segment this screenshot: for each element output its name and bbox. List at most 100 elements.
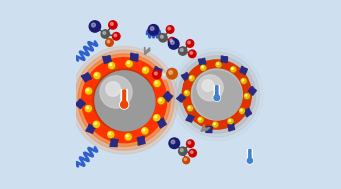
Circle shape [244,94,249,98]
Circle shape [216,62,222,68]
Circle shape [190,151,193,153]
Circle shape [169,70,173,74]
Circle shape [170,48,263,141]
Polygon shape [206,126,213,133]
Circle shape [184,158,187,161]
Circle shape [247,158,252,163]
FancyBboxPatch shape [248,149,252,160]
Circle shape [155,81,157,84]
Circle shape [171,140,175,144]
Circle shape [107,40,110,43]
Circle shape [179,47,187,55]
Circle shape [161,35,163,38]
Circle shape [85,105,91,112]
Circle shape [154,72,157,75]
Polygon shape [177,94,186,102]
Circle shape [95,71,153,129]
Circle shape [154,115,161,122]
Circle shape [174,52,259,137]
Circle shape [144,68,146,70]
Circle shape [231,67,236,73]
Circle shape [188,106,192,111]
Circle shape [188,106,193,111]
Circle shape [179,147,187,155]
Circle shape [189,149,196,157]
Circle shape [94,72,100,78]
Circle shape [213,123,216,125]
Circle shape [245,94,250,99]
Circle shape [216,62,221,67]
Circle shape [239,108,244,113]
Polygon shape [163,91,173,102]
Circle shape [108,63,115,69]
Circle shape [191,69,242,120]
Circle shape [154,81,161,87]
Circle shape [169,138,180,149]
Circle shape [198,117,203,122]
Circle shape [93,121,99,127]
Circle shape [158,98,165,105]
Circle shape [185,91,190,96]
Circle shape [74,50,174,150]
Polygon shape [75,99,86,108]
Circle shape [126,135,128,137]
Circle shape [241,79,247,84]
Circle shape [142,128,148,134]
Circle shape [143,67,149,74]
Circle shape [78,54,170,146]
Polygon shape [103,56,112,64]
Polygon shape [81,73,91,82]
Circle shape [167,68,177,79]
Circle shape [95,74,97,76]
Circle shape [153,115,160,121]
Polygon shape [240,66,247,75]
Circle shape [142,128,149,135]
Circle shape [91,23,95,27]
Circle shape [113,33,120,40]
Circle shape [213,122,219,128]
Circle shape [168,37,176,45]
Circle shape [159,34,167,42]
Polygon shape [244,108,252,117]
Circle shape [240,109,242,111]
Circle shape [108,132,115,138]
Circle shape [155,116,157,118]
Circle shape [87,89,89,91]
Circle shape [148,25,159,35]
FancyBboxPatch shape [216,86,218,97]
Circle shape [213,94,220,101]
Polygon shape [153,66,162,76]
Circle shape [202,80,214,91]
Circle shape [185,91,187,93]
Polygon shape [221,56,227,63]
Circle shape [109,64,112,66]
FancyBboxPatch shape [123,90,125,104]
Circle shape [94,122,97,124]
Circle shape [190,76,195,81]
Circle shape [180,49,183,51]
Circle shape [166,26,174,33]
Polygon shape [110,139,118,147]
Circle shape [100,76,132,108]
Circle shape [163,74,165,76]
Circle shape [103,32,106,34]
Circle shape [201,66,206,71]
Circle shape [86,107,88,109]
Circle shape [153,70,161,79]
Circle shape [189,107,190,108]
Polygon shape [198,58,206,65]
Circle shape [245,94,247,96]
Circle shape [182,60,251,129]
Circle shape [109,21,117,29]
Circle shape [178,56,255,133]
Polygon shape [86,124,96,133]
Circle shape [82,58,167,143]
Circle shape [150,27,154,30]
FancyBboxPatch shape [214,86,220,98]
Circle shape [214,95,220,101]
Circle shape [109,132,111,135]
Circle shape [199,118,201,120]
Circle shape [231,67,236,72]
Circle shape [194,72,242,119]
FancyBboxPatch shape [121,90,127,104]
